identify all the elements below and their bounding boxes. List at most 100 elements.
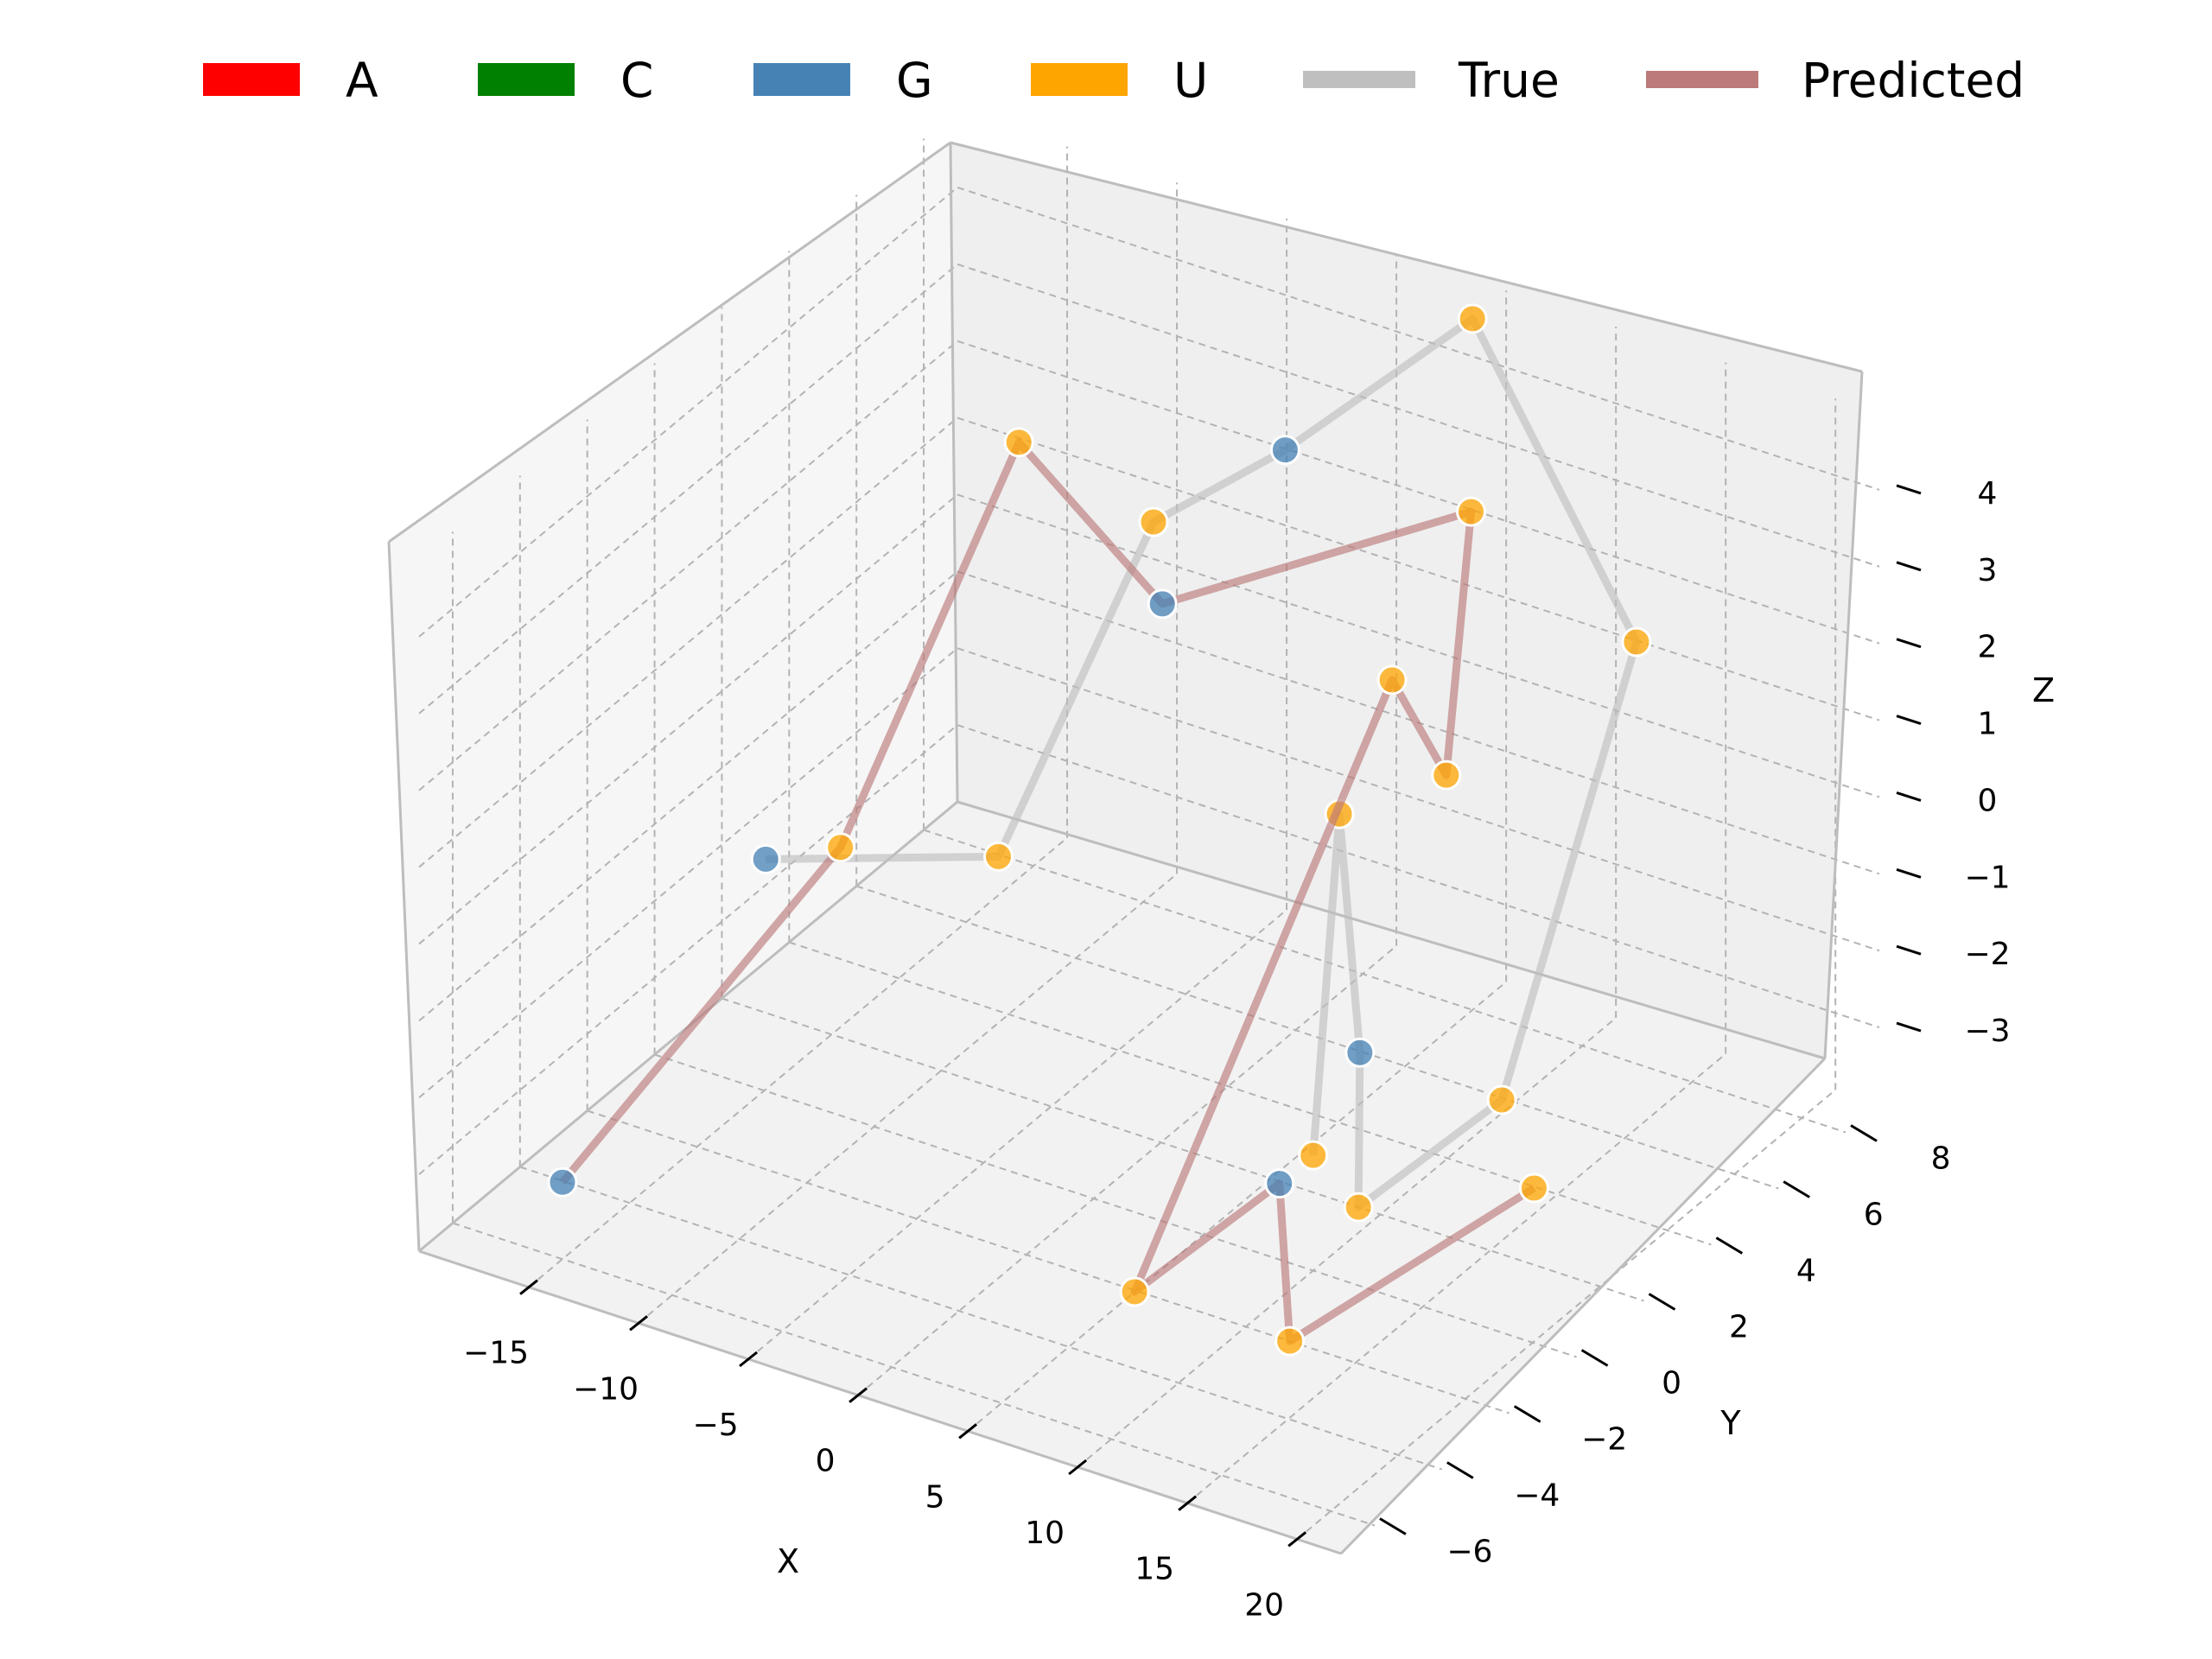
legend-label-g: G: [896, 53, 933, 108]
x-tick-label: −10: [573, 1371, 639, 1407]
grid-line-z-left: [418, 724, 958, 1175]
y-tick-label: 0: [1662, 1366, 1681, 1402]
legend-swatch-u: [1031, 63, 1128, 96]
y-tick-label: 2: [1729, 1310, 1749, 1345]
grid-line-z-back: [957, 263, 1880, 568]
z-axis-label: Z: [2032, 671, 2055, 709]
legend-label-a: A: [346, 53, 378, 108]
legend-swatch-c: [478, 63, 575, 96]
z-tick: [1896, 944, 1922, 956]
z-tick-label: 3: [1978, 553, 1998, 588]
z-tick-label: −3: [1964, 1014, 2010, 1049]
grid-line-y-floor: [587, 1109, 1510, 1414]
data-point-true: [1298, 1140, 1329, 1171]
data-point-predicted: [1456, 496, 1487, 527]
grid-line-z-left: [418, 187, 958, 638]
grid-line-z-back: [957, 186, 1880, 491]
x-tick-label: 10: [1025, 1516, 1065, 1551]
grid-line-z-left: [418, 493, 958, 945]
y-tick: [1648, 1293, 1676, 1311]
x-tick: [519, 1279, 538, 1295]
y-tick-label: 6: [1864, 1198, 1884, 1233]
x-tick-label: 20: [1244, 1587, 1284, 1623]
y-tick: [1379, 1517, 1407, 1535]
grid-line-y-floor: [923, 829, 1847, 1134]
series-layer: [547, 303, 1652, 1357]
legend-swatch-g: [753, 63, 850, 96]
grid-line-x-floor: [1186, 1052, 1726, 1504]
grid-line-z-left: [418, 264, 958, 715]
data-point-true: [1269, 435, 1300, 466]
data-point-true: [1138, 506, 1169, 537]
z-tick: [1896, 638, 1922, 649]
data-point-predicted: [1264, 1168, 1295, 1199]
z-tick: [1896, 791, 1922, 802]
y-tick-label: −2: [1581, 1422, 1627, 1458]
grid-line-y-floor: [855, 885, 1779, 1190]
pane-edge: [950, 141, 1863, 373]
y-tick: [1580, 1349, 1609, 1367]
z-tick: [1896, 715, 1922, 725]
data-point-true: [1344, 1037, 1376, 1068]
data-point-predicted: [1119, 1276, 1150, 1307]
z-axis-line: [1823, 371, 1864, 1059]
grid-line-z-left: [418, 647, 958, 1098]
axis-labels: X Y Z: [777, 671, 2055, 1580]
data-point-true: [750, 843, 781, 874]
pane-edge: [957, 800, 1826, 1060]
grid-line-x-floor: [747, 909, 1287, 1360]
grid-line-z-left: [418, 340, 958, 791]
y-tick: [1715, 1236, 1744, 1255]
x-tick: [1178, 1495, 1198, 1511]
data-point-predicted: [1274, 1325, 1306, 1357]
y-tick: [1513, 1405, 1541, 1423]
y-tick: [1446, 1461, 1474, 1479]
grid-line-x-floor: [967, 981, 1507, 1433]
data-point-true: [1486, 1084, 1517, 1116]
z-tick-label: −2: [1964, 937, 2010, 972]
y-tick: [1783, 1180, 1810, 1198]
data-point-predicted: [1003, 427, 1034, 458]
x-tick-label: 15: [1135, 1552, 1174, 1587]
data-point-true: [1343, 1192, 1374, 1223]
data-point-predicted: [825, 832, 856, 863]
grid-line-y-floor: [721, 997, 1644, 1302]
left-wall-pane: [389, 143, 957, 1251]
x-tick: [849, 1387, 868, 1403]
z-tick: [1896, 484, 1922, 495]
z-tick-label: 4: [1978, 476, 1998, 512]
grid-line-z-left: [418, 416, 958, 868]
legend-label-true: True: [1458, 53, 1560, 108]
x-tick: [629, 1315, 648, 1332]
z-tick: [1896, 1021, 1922, 1033]
data-point-predicted: [1518, 1173, 1549, 1204]
y-tick-label: 4: [1796, 1254, 1816, 1289]
pane-edge: [949, 142, 959, 803]
tick-marks: [519, 484, 1922, 1548]
axis-edges: [387, 141, 1864, 1555]
y-tick: [1850, 1124, 1878, 1142]
z-tick-label: 2: [1978, 630, 1998, 665]
pane-edge: [387, 541, 421, 1252]
axis-panes: [389, 143, 1862, 1554]
grid-line-y-floor: [452, 1222, 1376, 1527]
legend-swatch-a: [203, 63, 300, 96]
data-point-true: [982, 841, 1014, 872]
z-tick-label: −1: [1964, 860, 2010, 895]
y-axis-label: Y: [1719, 1404, 1741, 1442]
grid-line-x-floor: [857, 944, 1397, 1396]
z-tick: [1896, 561, 1922, 572]
x-tick-label: −15: [463, 1336, 529, 1371]
y-axis-line: [1339, 1057, 1827, 1555]
z-tick-label: 1: [1978, 707, 1998, 742]
grid-line-y-floor: [789, 941, 1712, 1246]
data-point-predicted: [1431, 760, 1462, 791]
x-tick-label: 5: [925, 1479, 945, 1515]
legend-label-c: C: [620, 53, 653, 108]
data-point-true: [1621, 626, 1652, 658]
grid-line-z-left: [418, 570, 958, 1022]
grid-line-y-floor: [519, 1166, 1443, 1471]
grid-line-y-floor: [654, 1053, 1577, 1358]
